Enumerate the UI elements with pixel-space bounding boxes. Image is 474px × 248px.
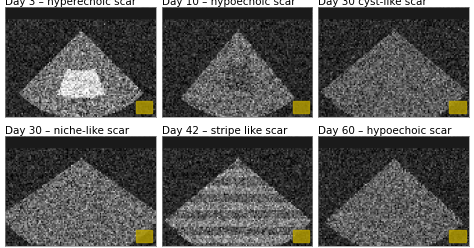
Bar bbox=[136, 230, 152, 242]
Text: Day 30 cyst-like scar: Day 30 cyst-like scar bbox=[319, 0, 427, 7]
Bar bbox=[5, 137, 155, 147]
Bar bbox=[162, 137, 312, 147]
Text: Day 3 – hyperechoic scar: Day 3 – hyperechoic scar bbox=[5, 0, 136, 7]
Text: Day 60 – hypoechoic scar: Day 60 – hypoechoic scar bbox=[319, 125, 452, 135]
Bar bbox=[162, 8, 312, 18]
Bar bbox=[5, 8, 155, 18]
Bar bbox=[449, 101, 466, 113]
Text: Day 10 – hypoechoic scar: Day 10 – hypoechoic scar bbox=[162, 0, 295, 7]
Text: Day 30 – niche-like scar: Day 30 – niche-like scar bbox=[5, 125, 129, 135]
Bar bbox=[319, 137, 469, 147]
Bar bbox=[319, 8, 469, 18]
Bar bbox=[136, 101, 152, 113]
Text: Day 42 – stripe like scar: Day 42 – stripe like scar bbox=[162, 125, 287, 135]
Bar bbox=[449, 230, 466, 242]
Bar bbox=[292, 230, 309, 242]
Bar bbox=[292, 101, 309, 113]
